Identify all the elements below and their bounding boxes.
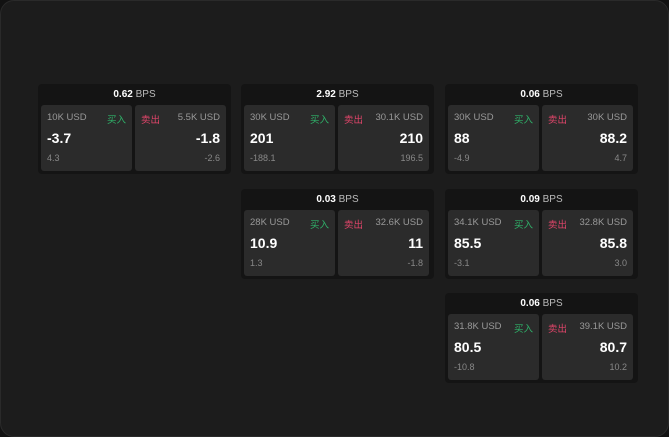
ask-change: 4.7 xyxy=(614,153,627,163)
spread-unit: BPS xyxy=(338,89,359,100)
bid-size: 10K USD xyxy=(47,112,87,123)
buy-cell[interactable]: 30K USD 买入 201 -188.1 xyxy=(244,105,335,171)
ask-price: 80.7 xyxy=(599,339,627,355)
buy-label: 买入 xyxy=(513,220,533,231)
bid-change: -4.9 xyxy=(454,153,470,163)
buy-cell[interactable]: 34.1K USD 买入 85.5 -3.1 xyxy=(448,210,539,276)
buy-cell[interactable]: 28K USD 买入 10.9 1.3 xyxy=(244,210,335,276)
bid-change: -188.1 xyxy=(250,153,276,163)
spread-header: 0.06 BPS xyxy=(445,84,638,105)
spread-header: 0.62 BPS xyxy=(38,84,231,105)
sell-label: 卖出 xyxy=(141,115,161,126)
spread-header: 2.92 BPS xyxy=(241,84,434,105)
quote-panel: 2.92 BPS 30K USD 买入 201 -188.1 卖出 30.1K US… xyxy=(241,84,434,174)
spread-value: 0.62 xyxy=(113,89,133,100)
sell-label: 卖出 xyxy=(548,324,568,335)
sell-cell[interactable]: 卖出 30K USD 88.2 4.7 xyxy=(542,105,633,171)
bid-size: 30K USD xyxy=(454,112,494,123)
quote-panel: 0.09 BPS 34.1K USD 买入 85.5 -3.1 卖出 32.8K U… xyxy=(445,189,638,279)
buy-label: 买入 xyxy=(106,115,126,126)
bid-size: 30K USD xyxy=(250,112,290,123)
quote-panel: 0.03 BPS 28K USD 买入 10.9 1.3 卖出 32.6K USD … xyxy=(241,189,434,279)
bid-price: 88 xyxy=(454,130,470,146)
sell-label: 卖出 xyxy=(548,115,568,126)
spread-unit: BPS xyxy=(542,298,563,309)
buy-label: 买入 xyxy=(513,324,533,335)
ask-size: 5.5K USD xyxy=(177,112,220,123)
ask-change: 10.2 xyxy=(609,362,627,372)
bid-price: -3.7 xyxy=(47,130,72,146)
buy-label: 买入 xyxy=(309,220,329,231)
spread-header: 0.03 BPS xyxy=(241,189,434,210)
spread-value: 2.92 xyxy=(316,89,336,100)
buy-cell[interactable]: 31.8K USD 买入 80.5 -10.8 xyxy=(448,314,539,380)
sell-cell[interactable]: 卖出 5.5K USD -1.8 -2.6 xyxy=(135,105,226,171)
spread-value: 0.06 xyxy=(520,298,540,309)
buy-label: 买入 xyxy=(309,115,329,126)
quote-panel: 0.06 BPS 31.8K USD 买入 80.5 -10.8 卖出 39.1K … xyxy=(445,293,638,383)
spread-header: 0.09 BPS xyxy=(445,189,638,210)
bid-price: 10.9 xyxy=(250,235,278,251)
spread-unit: BPS xyxy=(542,194,563,205)
buy-label: 买入 xyxy=(513,115,533,126)
sell-cell[interactable]: 卖出 39.1K USD 80.7 10.2 xyxy=(542,314,633,380)
bid-price: 201 xyxy=(250,130,274,146)
spread-header: 0.06 BPS xyxy=(445,293,638,314)
spread-unit: BPS xyxy=(135,89,156,100)
ask-size: 39.1K USD xyxy=(579,321,627,332)
ask-price: 85.8 xyxy=(599,235,627,251)
bid-change: 1.3 xyxy=(250,258,263,268)
quote-panel: 0.06 BPS 30K USD 买入 88 -4.9 卖出 30K USD 88.… xyxy=(445,84,638,174)
sell-label: 卖出 xyxy=(344,220,364,231)
bid-price: 80.5 xyxy=(454,339,482,355)
ask-price: 88.2 xyxy=(599,130,627,146)
ask-size: 30.1K USD xyxy=(375,112,423,123)
ask-size: 32.6K USD xyxy=(375,217,423,228)
bid-price: 85.5 xyxy=(454,235,482,251)
bid-size: 31.8K USD xyxy=(454,321,502,332)
bid-size: 28K USD xyxy=(250,217,290,228)
bid-size: 34.1K USD xyxy=(454,217,502,228)
quote-panel: 0.62 BPS 10K USD 买入 -3.7 4.3 卖出 5.5K USD -… xyxy=(38,84,231,174)
sell-cell[interactable]: 卖出 32.8K USD 85.8 3.0 xyxy=(542,210,633,276)
bid-change: -10.8 xyxy=(454,362,475,372)
buy-cell[interactable]: 30K USD 买入 88 -4.9 xyxy=(448,105,539,171)
spread-unit: BPS xyxy=(338,194,359,205)
ask-change: -1.8 xyxy=(407,258,423,268)
ask-price: 11 xyxy=(408,235,423,251)
buy-cell[interactable]: 10K USD 买入 -3.7 4.3 xyxy=(41,105,132,171)
spread-value: 0.06 xyxy=(520,89,540,100)
ask-size: 32.8K USD xyxy=(579,217,627,228)
sell-label: 卖出 xyxy=(548,220,568,231)
ask-change: -2.6 xyxy=(204,153,220,163)
bid-change: 4.3 xyxy=(47,153,60,163)
spread-value: 0.03 xyxy=(316,194,336,205)
sell-label: 卖出 xyxy=(344,115,364,126)
ask-size: 30K USD xyxy=(587,112,627,123)
sell-cell[interactable]: 卖出 32.6K USD 11 -1.8 xyxy=(338,210,429,276)
ask-price: 210 xyxy=(399,130,423,146)
spread-value: 0.09 xyxy=(520,194,540,205)
bid-change: -3.1 xyxy=(454,258,470,268)
sell-cell[interactable]: 卖出 30.1K USD 210 196.5 xyxy=(338,105,429,171)
spread-unit: BPS xyxy=(542,89,563,100)
ask-change: 196.5 xyxy=(400,153,423,163)
ask-change: 3.0 xyxy=(614,258,627,268)
ask-price: -1.8 xyxy=(195,130,220,146)
